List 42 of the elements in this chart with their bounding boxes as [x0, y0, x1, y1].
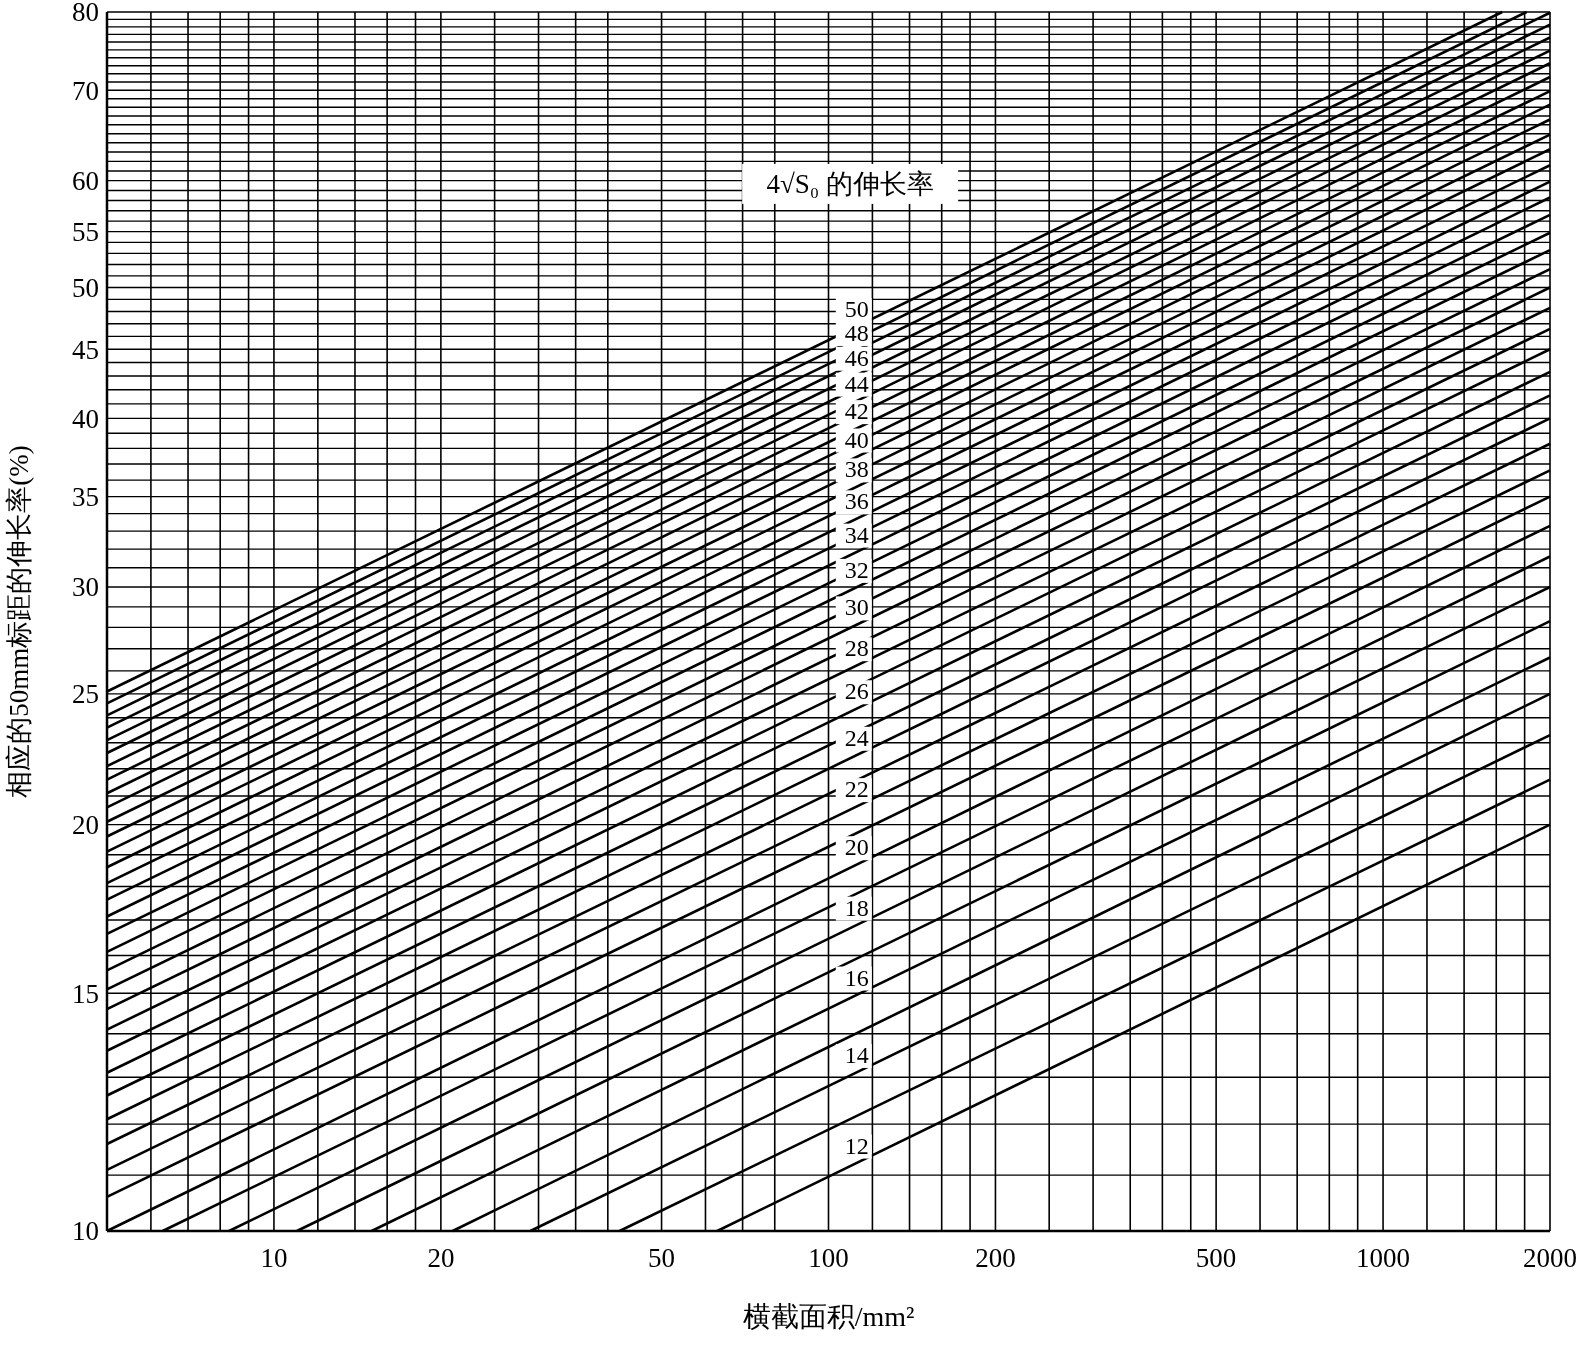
series-label: 16 — [844, 964, 869, 991]
series-label: 32 — [844, 556, 869, 583]
y-axis-title: 相应的50mm标距的伸长率(%) — [4, 445, 34, 798]
x-tick-label: 20 — [427, 1243, 455, 1273]
y-tick-label: 40 — [72, 403, 99, 434]
x-tick-label: 50 — [648, 1243, 676, 1273]
y-tick-label: 20 — [72, 810, 99, 841]
series-label: 20 — [844, 834, 869, 861]
series-label: 22 — [844, 776, 869, 803]
y-tick-label: 15 — [72, 978, 99, 1009]
y-tick-label: 25 — [72, 679, 99, 710]
y-tick-label: 55 — [72, 217, 99, 248]
series-label: 46 — [844, 344, 869, 371]
x-tick-label: 200 — [975, 1243, 1016, 1273]
series-label: 44 — [844, 370, 869, 397]
y-tick-label: 45 — [72, 334, 99, 365]
series-label: 42 — [844, 398, 869, 425]
series-label: 18 — [844, 894, 869, 921]
x-tick-label: 500 — [1195, 1243, 1237, 1273]
series-label: 38 — [844, 456, 869, 483]
series-label: 12 — [844, 1132, 869, 1159]
y-tick-label: 30 — [72, 572, 99, 603]
y-tick-label: 35 — [72, 482, 99, 513]
series-label: 30 — [844, 594, 869, 621]
y-tick-label: 70 — [72, 75, 99, 106]
series-label: 34 — [844, 521, 869, 548]
x-axis-title: 横截面积/mm² — [742, 1301, 915, 1332]
y-tick-label: 50 — [72, 272, 99, 303]
annotation: 4√S₀ 的伸长率 — [766, 169, 934, 200]
y-tick-label: 80 — [72, 0, 99, 28]
series-label: 24 — [844, 724, 869, 751]
series-label: 28 — [844, 635, 869, 662]
y-tick-label: 60 — [72, 166, 99, 197]
series-label: 36 — [844, 488, 869, 515]
x-tick-label: 1000 — [1356, 1243, 1411, 1273]
series-label: 14 — [844, 1041, 869, 1068]
x-tick-label: 2000 — [1523, 1243, 1577, 1273]
x-tick-label: 10 — [260, 1243, 288, 1273]
x-tick-label: 100 — [808, 1243, 849, 1273]
y-tick-label: 10 — [72, 1216, 99, 1247]
series-label: 26 — [844, 678, 869, 705]
series-label: 40 — [844, 426, 869, 453]
